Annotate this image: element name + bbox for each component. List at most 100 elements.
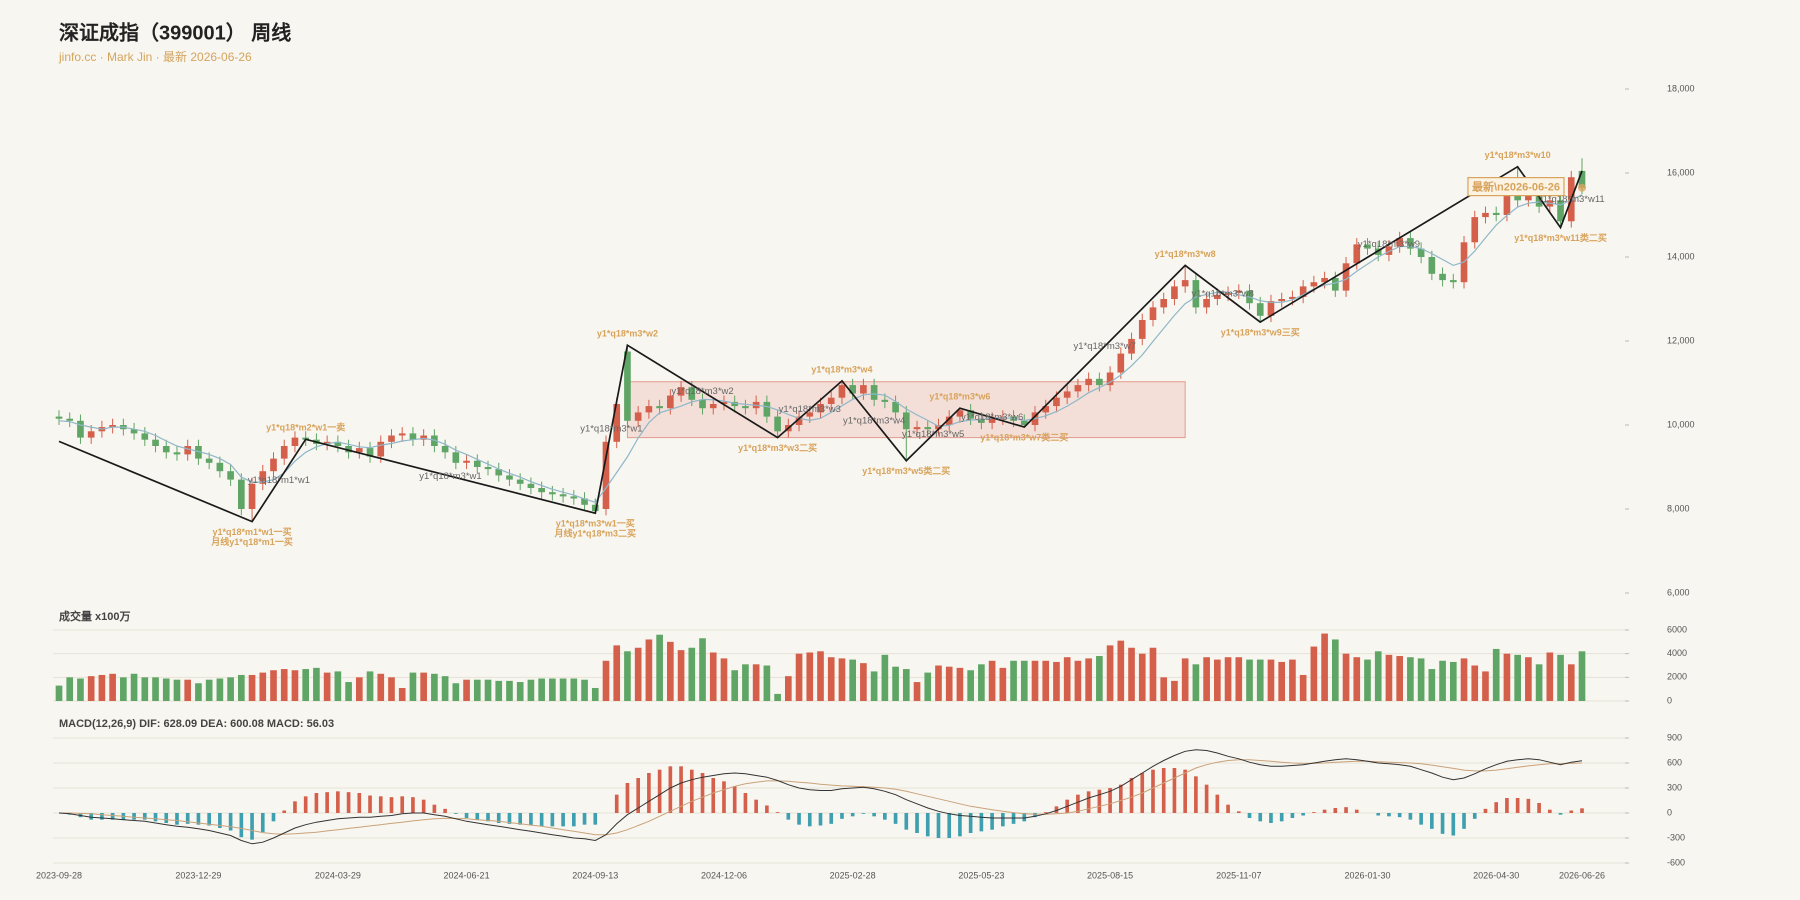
candle-body bbox=[527, 483, 535, 488]
signal-label: 月线y1*q18*m3二买 bbox=[553, 528, 636, 539]
candle-body bbox=[109, 425, 116, 428]
candle-body bbox=[291, 437, 299, 446]
macd-bar bbox=[1333, 808, 1338, 813]
candle-body bbox=[645, 406, 653, 413]
candle-body bbox=[77, 420, 84, 438]
candle-body bbox=[1492, 212, 1500, 215]
macd-bar bbox=[389, 797, 394, 813]
volume-bar bbox=[248, 674, 256, 701]
volume-bar bbox=[302, 669, 310, 701]
candle-body bbox=[677, 387, 685, 396]
candle-body bbox=[495, 469, 503, 476]
volume-bar bbox=[141, 677, 149, 701]
latest-badge-box bbox=[1467, 177, 1565, 197]
volume-bar bbox=[388, 677, 395, 701]
volume-bar bbox=[1042, 660, 1050, 701]
candle-body bbox=[441, 446, 449, 453]
candle-body bbox=[184, 446, 192, 455]
panel-title: 成交量 x100万 bbox=[59, 609, 131, 623]
macd-bar bbox=[807, 813, 812, 827]
macd-bar bbox=[325, 792, 329, 813]
macd-bar bbox=[100, 813, 104, 820]
volume-bar bbox=[1278, 661, 1286, 701]
macd-bar bbox=[1086, 791, 1091, 813]
volume-bar bbox=[1557, 654, 1564, 701]
candle-body bbox=[1214, 294, 1221, 299]
candle-body bbox=[892, 401, 899, 413]
candle-body bbox=[1353, 244, 1361, 264]
stroke-label: y1*q18*m3*w2 bbox=[671, 386, 733, 397]
macd-bar bbox=[1376, 813, 1381, 816]
volume-bar bbox=[581, 679, 588, 701]
candle-body bbox=[130, 429, 138, 434]
macd-bar bbox=[1204, 784, 1209, 813]
macd-bar bbox=[1118, 784, 1123, 813]
stroke-label: y1*q18*m3*w4 bbox=[843, 415, 905, 426]
candle-body bbox=[1160, 299, 1168, 308]
macd-bar bbox=[1537, 803, 1541, 813]
macd-bar bbox=[1312, 812, 1316, 813]
candle-body bbox=[1235, 290, 1243, 293]
macd-bar bbox=[947, 813, 952, 838]
candle-body bbox=[699, 399, 706, 409]
stroke-label: y1*q18*m3*w3 bbox=[779, 404, 841, 415]
volume-bar bbox=[484, 679, 492, 701]
volume-bar bbox=[195, 683, 202, 701]
candle-body bbox=[484, 467, 492, 470]
volume-bar bbox=[291, 670, 299, 701]
candle-body bbox=[162, 446, 170, 453]
macd-bar bbox=[89, 813, 93, 820]
macd-bar bbox=[1043, 812, 1048, 813]
volume-bar bbox=[795, 653, 803, 701]
macd-bar bbox=[883, 813, 887, 820]
chart-subtitle: jinfo.cc · Mark Jin · 最新 2026-06-26 bbox=[58, 49, 252, 64]
latest-marker bbox=[1578, 183, 1586, 192]
macd-bar bbox=[1129, 778, 1134, 813]
x-tick-label: 2024-06-21 bbox=[444, 870, 490, 880]
candle-body bbox=[1085, 378, 1092, 386]
candle-body bbox=[634, 412, 642, 421]
macd-bar bbox=[893, 813, 898, 824]
macd-bar bbox=[722, 781, 726, 813]
volume-bar bbox=[334, 671, 342, 701]
volume-bar bbox=[1203, 657, 1210, 701]
candle-body bbox=[720, 401, 728, 404]
macd-bar bbox=[550, 813, 555, 827]
signal-label: y1*q18*m3*w11类二买 bbox=[1514, 232, 1607, 243]
candle-body bbox=[205, 458, 213, 463]
stroke-label: y1*q18*m3*w1 bbox=[419, 471, 481, 482]
volume-bar bbox=[398, 687, 406, 701]
volume-bar bbox=[216, 678, 224, 701]
candle-body bbox=[1203, 299, 1210, 308]
macd-bar bbox=[1236, 811, 1241, 813]
volume-bar bbox=[624, 651, 631, 701]
volume-bar bbox=[280, 669, 288, 701]
volume-bar bbox=[784, 676, 792, 701]
macd-bar bbox=[850, 813, 855, 817]
volume-bar bbox=[1128, 647, 1135, 701]
candle-body bbox=[1578, 170, 1586, 188]
macd-bar bbox=[657, 769, 662, 813]
volume-bar bbox=[238, 674, 245, 701]
volume-bar bbox=[817, 651, 824, 701]
macd-bar bbox=[336, 791, 340, 813]
dea-line bbox=[59, 759, 1583, 836]
volume-bar bbox=[1578, 651, 1586, 701]
candle-body bbox=[173, 452, 181, 455]
volume-bar bbox=[1439, 660, 1446, 701]
latest-badge-text: 最新\n2026-06-26 bbox=[1472, 180, 1560, 194]
candle-body bbox=[731, 401, 739, 407]
candle-body bbox=[924, 427, 932, 430]
macd-bar bbox=[464, 813, 469, 818]
volume-bar bbox=[473, 679, 481, 701]
volume-bar bbox=[988, 660, 996, 701]
macd-bar bbox=[614, 794, 619, 813]
macd-bar bbox=[153, 813, 158, 822]
volume-bar bbox=[409, 672, 417, 701]
x-tick-label: 2023-12-29 bbox=[175, 870, 221, 880]
macd-bar bbox=[872, 813, 876, 817]
volume-bar bbox=[667, 641, 674, 701]
macd-bar bbox=[207, 813, 211, 826]
volume-bar bbox=[1031, 660, 1039, 701]
candle-body bbox=[559, 494, 567, 497]
